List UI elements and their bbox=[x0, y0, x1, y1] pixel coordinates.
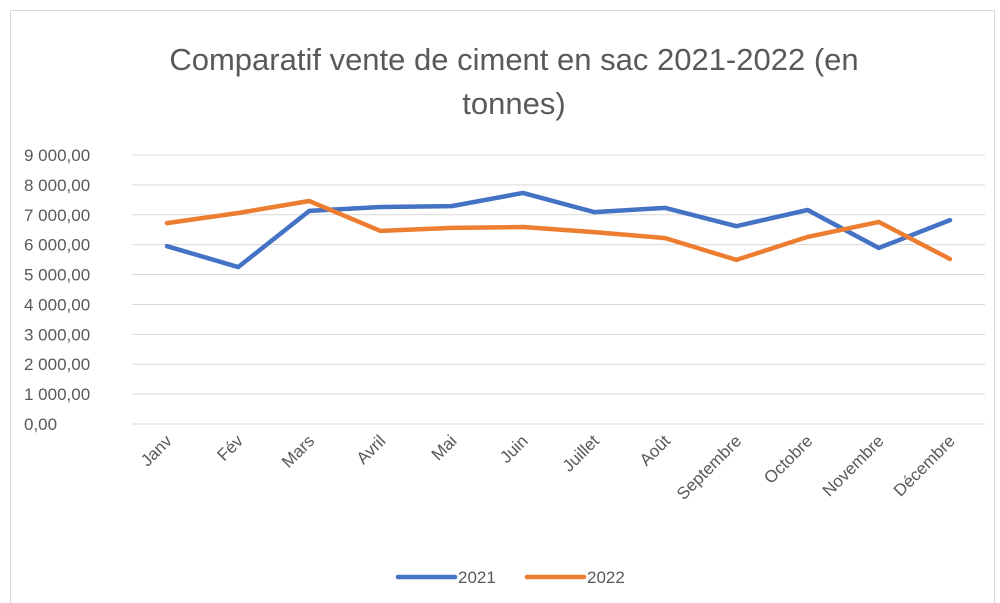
y-tick-label: 7 000,00 bbox=[24, 206, 90, 225]
y-tick-label: 3 000,00 bbox=[24, 325, 90, 344]
x-tick-label: Mars bbox=[278, 431, 318, 471]
y-tick-label: 1 000,00 bbox=[24, 385, 90, 404]
x-tick-label: Mai bbox=[428, 431, 461, 464]
y-tick-label: 8 000,00 bbox=[24, 176, 90, 195]
x-tick-label: Janv bbox=[137, 431, 176, 470]
legend-label: 2021 bbox=[458, 568, 496, 587]
y-tick-label: 9 000,00 bbox=[24, 146, 90, 165]
y-tick-label: 5 000,00 bbox=[24, 266, 90, 285]
x-tick-label: Décembre bbox=[890, 431, 959, 500]
x-tick-label: Septembre bbox=[673, 431, 745, 503]
y-tick-label: 0,00 bbox=[24, 415, 57, 434]
x-tick-label: Novembre bbox=[819, 431, 888, 500]
y-tick-label: 2 000,00 bbox=[24, 355, 90, 374]
legend-label: 2022 bbox=[587, 568, 625, 587]
y-tick-label: 4 000,00 bbox=[24, 295, 90, 314]
x-tick-label: Juin bbox=[496, 431, 531, 466]
series-line bbox=[164, 190, 953, 270]
x-tick-label: Fév bbox=[214, 431, 248, 465]
x-tick-label: Octobre bbox=[760, 431, 816, 487]
series-line bbox=[164, 198, 953, 263]
x-tick-label: Août bbox=[636, 431, 674, 469]
chart-border bbox=[10, 10, 995, 603]
x-tick-label: Avril bbox=[353, 431, 390, 468]
chart-title: Comparatif vente de ciment en sac 2021-2… bbox=[169, 42, 859, 121]
y-tick-label: 6 000,00 bbox=[24, 236, 90, 255]
x-tick-label: Juillet bbox=[559, 431, 603, 475]
